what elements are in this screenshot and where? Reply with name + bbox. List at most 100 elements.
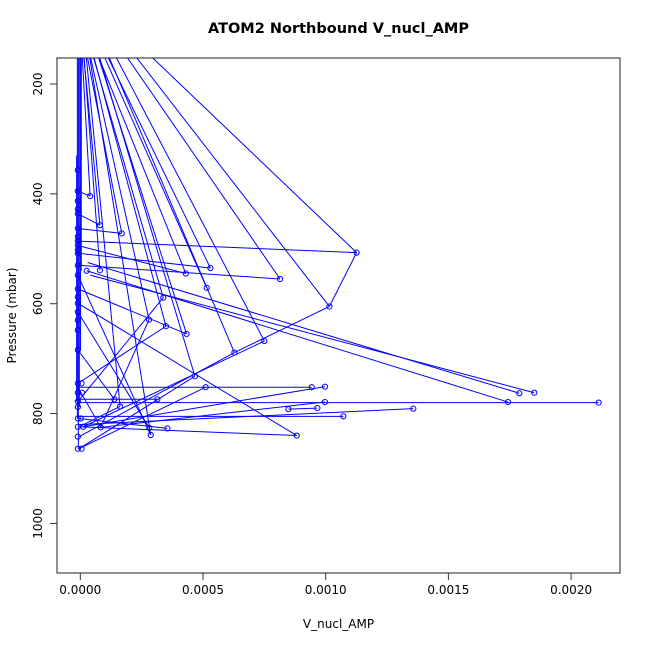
- data-point-marker: [77, 415, 84, 422]
- data-point-marker: [202, 384, 209, 391]
- data-point-marker: [147, 431, 154, 439]
- data-point-marker: [74, 206, 81, 213]
- y-axis-label: Pressure (mbar): [5, 267, 19, 363]
- line-segment: [79, 418, 168, 429]
- y-tick-label: 400: [31, 182, 45, 205]
- x-axis-label: V_nucl_AMP: [303, 617, 374, 631]
- line-segment: [115, 58, 265, 342]
- data-point-marker: [74, 403, 81, 411]
- y-tick-label: 800: [31, 402, 45, 425]
- data-point-marker: [231, 349, 238, 356]
- line-segment: [77, 274, 152, 436]
- y-tick-label: 600: [31, 292, 45, 315]
- data-point-marker: [326, 303, 333, 310]
- data-point-marker: [321, 398, 329, 406]
- data-point-marker: [83, 267, 90, 274]
- x-tick-label: 0.0020: [550, 583, 592, 597]
- data-point-marker: [164, 425, 171, 432]
- data-point-marker: [74, 380, 81, 387]
- data-point-marker: [162, 323, 170, 330]
- data-point-marker: [261, 337, 268, 345]
- data-point-marker: [74, 272, 81, 279]
- line-segment: [77, 264, 281, 280]
- line-segment: [81, 58, 91, 197]
- data-point-marker: [595, 399, 602, 406]
- line-segment: [77, 311, 150, 429]
- line-segment: [98, 58, 187, 274]
- data-point-marker: [78, 380, 85, 387]
- line-segment: [98, 58, 188, 335]
- data-point-marker: [276, 275, 284, 283]
- line-segment: [77, 252, 211, 269]
- data-point-marker: [78, 389, 86, 396]
- data-point-marker: [74, 262, 81, 269]
- data-point-marker: [118, 230, 125, 237]
- data-point-marker: [146, 424, 153, 431]
- line-segment: [87, 262, 520, 394]
- x-tick-label: 0.0005: [182, 583, 224, 597]
- line-segment: [100, 319, 150, 428]
- data-point-marker: [74, 445, 81, 452]
- data-point-marker: [80, 423, 87, 430]
- axis-ticks: 0.0000 0.0005 0.0010 0.0015 0.0020 200 400 600 8…: [31, 73, 592, 597]
- data-point-marker: [74, 188, 81, 195]
- line-segment: [77, 349, 115, 400]
- data-point-marker: [207, 264, 214, 272]
- data-point-marker: [96, 267, 104, 274]
- data-point-marker: [97, 424, 104, 431]
- line-segment: [328, 252, 358, 307]
- data-point-marker: [353, 249, 360, 256]
- plot-box: [56, 57, 621, 574]
- line-segment: [89, 58, 152, 436]
- data-point-marker: [74, 237, 81, 245]
- line-segment: [78, 375, 196, 450]
- line-segment: [93, 58, 164, 298]
- data-point-marker: [183, 330, 190, 338]
- line-segment: [77, 302, 298, 436]
- data-point-marker: [74, 197, 81, 205]
- line-segment: [77, 325, 167, 384]
- line-segment: [107, 58, 211, 269]
- data-point-marker: [74, 433, 81, 440]
- data-point-marker: [321, 383, 329, 390]
- line-segment: [78, 352, 235, 438]
- data-point-marker: [203, 284, 210, 291]
- data-point-marker: [410, 405, 417, 412]
- data-point-marker: [74, 167, 81, 174]
- data-point-marker: [516, 390, 523, 397]
- line-segment: [288, 407, 318, 410]
- data-layer: [74, 58, 602, 452]
- data-point-marker: [74, 250, 81, 257]
- data-point-marker: [74, 389, 81, 396]
- line-segment: [127, 58, 281, 280]
- data-point-marker: [74, 317, 81, 324]
- data-point-marker: [116, 403, 124, 410]
- data-point-marker: [74, 233, 81, 240]
- line-segment: [78, 386, 206, 450]
- data-point-marker: [74, 300, 81, 307]
- data-point-marker: [160, 294, 167, 301]
- data-point-marker: [74, 285, 81, 292]
- data-point-marker: [308, 384, 315, 391]
- data-point-marker: [154, 396, 161, 403]
- x-tick-label: 0.0000: [59, 583, 101, 597]
- line-segment: [85, 58, 121, 407]
- data-point-marker: [78, 445, 85, 452]
- data-point-marker: [531, 389, 538, 396]
- line-segment: [77, 213, 101, 226]
- y-tick-label: 1000: [31, 508, 45, 539]
- line-segment: [104, 58, 208, 288]
- line-segment: [136, 58, 330, 307]
- data-point-marker: [74, 246, 81, 253]
- line-segment: [90, 58, 150, 320]
- line-segment: [77, 240, 357, 254]
- line-segment: [152, 58, 357, 253]
- data-point-marker: [74, 210, 81, 217]
- line-segment: [78, 405, 121, 428]
- x-tick-label: 0.0015: [427, 583, 469, 597]
- data-point-marker: [74, 308, 81, 316]
- line-segment: [83, 386, 326, 428]
- chart-title: ATOM2 Northbound V_nucl_AMP: [208, 21, 469, 37]
- data-point-marker: [74, 415, 81, 422]
